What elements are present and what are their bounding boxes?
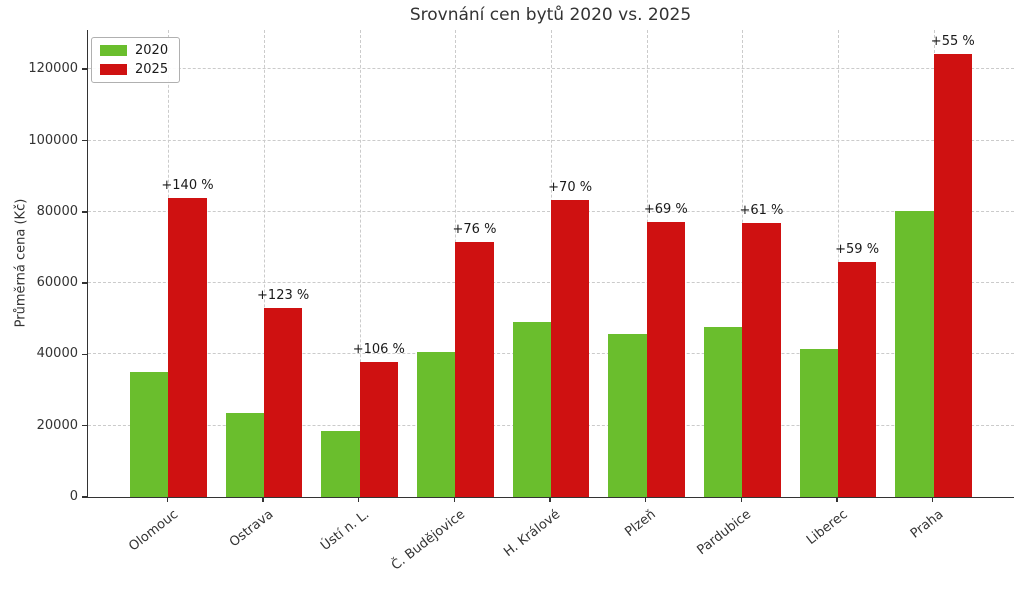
x-tick-mark <box>166 498 169 502</box>
legend-label: 2020 <box>135 43 169 58</box>
x-tick-mark <box>453 498 456 502</box>
x-tick-mark <box>357 498 360 502</box>
bar-2020-olomouc <box>130 372 169 497</box>
pct-annotation: +61 % <box>739 203 784 219</box>
y-tick-label: 40000 <box>36 346 78 362</box>
legend-swatch-2020 <box>100 45 127 56</box>
x-tick-mark <box>644 498 647 502</box>
x-tick-label-st-n-l: Ústí n. L. <box>317 507 372 554</box>
x-tick-label-liberec: Liberec <box>803 507 851 548</box>
pct-annotation: +123 % <box>257 288 310 304</box>
plot-area: +140 % +123 % +106 % +76 % +70 % +69 % +61 % +5… <box>87 30 1014 498</box>
y-tick-mark <box>82 139 87 142</box>
bar-2020-bud-jovice <box>417 351 456 497</box>
pct-annotation: +76 % <box>452 221 497 237</box>
pct-annotation: +69 % <box>643 202 688 218</box>
y-tick-mark <box>82 282 87 284</box>
bar-2025-pardubice <box>742 223 781 497</box>
pct-annotation: +59 % <box>835 242 880 258</box>
bar-2025-ostrava <box>264 308 303 497</box>
x-tick-mark <box>262 498 264 502</box>
y-tick-label: 100000 <box>28 132 78 148</box>
bar-2025-st-n-l <box>359 361 398 497</box>
legend-item-2020: 2020 <box>100 43 168 58</box>
y-tick-mark <box>82 496 87 498</box>
y-tick-mark <box>82 424 87 427</box>
y-tick-mark <box>82 68 87 70</box>
y-tick-label: 80000 <box>36 203 78 219</box>
pct-annotation: +55 % <box>930 33 975 49</box>
bar-2025-liberec <box>837 262 877 497</box>
legend-swatch-2025 <box>100 64 127 75</box>
y-tick-mark <box>82 353 87 356</box>
y-tick-label: 20000 <box>36 417 78 433</box>
bar-2025-bud-jovice <box>455 241 494 497</box>
x-tick-label-pardubice: Pardubice <box>695 507 755 559</box>
x-tick-label-h-kr-lov: H. Králové <box>501 507 564 561</box>
x-gridline <box>264 30 266 497</box>
y-tick-label: 60000 <box>36 275 78 291</box>
x-tick-mark <box>931 498 934 502</box>
x-tick-mark <box>836 498 838 502</box>
bar-2025-praha <box>933 53 972 497</box>
x-tick-label-praha: Praha <box>907 507 946 542</box>
x-tick-label-ostrava: Ostrava <box>226 507 277 551</box>
y-tick-mark <box>82 211 87 213</box>
y-tick-label: 0 <box>69 489 78 504</box>
x-tick-label-plze: Plzeň <box>622 507 659 541</box>
bar-2025-h-kr-lov <box>551 200 590 497</box>
bar-2025-plze <box>646 222 685 497</box>
bar-2020-liberec <box>799 349 838 497</box>
x-gridline <box>359 30 361 497</box>
bar-2020-praha <box>895 210 934 497</box>
bar-2025-olomouc <box>168 197 207 497</box>
pct-annotation: +140 % <box>161 177 214 193</box>
pct-annotation: +106 % <box>352 341 405 357</box>
pct-annotation: +70 % <box>548 180 593 196</box>
x-tick-label-bud-jovice: Č. Budějovice <box>388 507 468 574</box>
y-tick-label: 120000 <box>28 61 78 77</box>
x-tick-mark <box>549 498 551 502</box>
bar-2020-plze <box>608 334 647 497</box>
legend-item-2025: 2025 <box>100 62 168 77</box>
chart-title: Srovnání cen bytů 2020 vs. 2025 <box>409 5 692 25</box>
bar-2020-h-kr-lov <box>512 322 551 497</box>
x-tick-label-olomouc: Olomouc <box>125 507 181 555</box>
bar-2020-pardubice <box>704 326 743 497</box>
x-tick-mark <box>740 498 743 502</box>
bar-2020-st-n-l <box>321 431 360 497</box>
bar-2020-ostrava <box>225 412 264 497</box>
legend: 2020 2025 <box>91 37 181 83</box>
legend-label: 2025 <box>135 62 169 77</box>
